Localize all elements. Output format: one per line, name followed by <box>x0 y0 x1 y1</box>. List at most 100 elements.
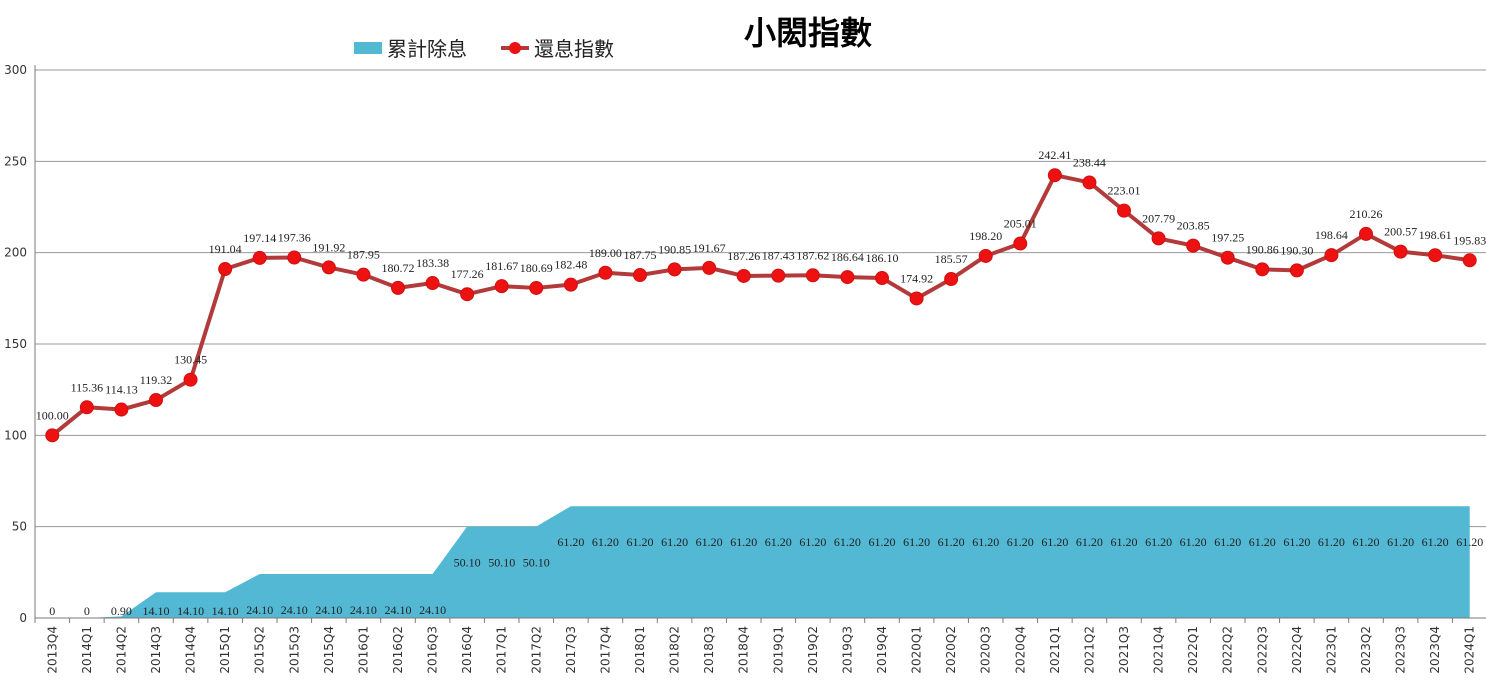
index-data-label: 114.13 <box>105 383 138 397</box>
dividend-data-label: 61.20 <box>1007 535 1034 549</box>
y-tick-label: 200 <box>4 246 27 260</box>
index-point <box>356 267 371 282</box>
x-tick-label: 2015Q3 <box>287 626 301 674</box>
dividend-data-label: 61.20 <box>1283 535 1310 549</box>
x-tick-label: 2022Q1 <box>1186 626 1200 674</box>
index-point <box>1289 263 1304 278</box>
index-data-label: 223.01 <box>1108 184 1141 198</box>
dividend-data-label: 61.20 <box>1145 535 1172 549</box>
index-point <box>736 268 751 283</box>
index-point <box>875 271 889 286</box>
dividend-area-shape <box>52 506 1470 618</box>
index-data-label: 115.36 <box>71 380 104 394</box>
index-data-label: 242.41 <box>1038 148 1071 162</box>
index-point <box>287 250 302 265</box>
index-point <box>702 260 717 275</box>
x-tick-label: 2016Q1 <box>356 626 370 674</box>
x-tick-label: 2020Q2 <box>944 626 958 674</box>
dividend-data-label: 61.20 <box>1214 535 1241 549</box>
index-data-label: 174.92 <box>900 271 933 285</box>
index-point <box>840 270 855 285</box>
index-point <box>460 287 475 302</box>
dividend-data-label: 14.10 <box>177 604 204 618</box>
dividend-data-label: 50.10 <box>523 555 550 569</box>
index-data-label: 198.61 <box>1419 228 1452 242</box>
x-tick-label: 2014Q1 <box>80 626 94 674</box>
x-tick-label: 2014Q4 <box>184 626 198 674</box>
x-axis-ticks: 2013Q4 2014Q1 2014Q2 2014Q3 2014Q4 2015Q1 2015… <box>45 626 1476 674</box>
dividend-data-label: 61.20 <box>627 535 654 549</box>
dividend-data-label: 24.10 <box>385 603 412 617</box>
index-data-label: 207.79 <box>1142 211 1175 225</box>
dividend-data-label: 61.20 <box>834 535 861 549</box>
dividend-data-label: 61.20 <box>1041 535 1068 549</box>
x-tick-label: 2017Q1 <box>495 626 509 674</box>
index-point <box>909 291 924 306</box>
x-tick-label: 2013Q4 <box>45 626 59 674</box>
index-point <box>183 372 198 387</box>
dividend-data-label: 61.20 <box>1076 535 1103 549</box>
dividend-data-label: 61.20 <box>799 535 826 549</box>
dividend-data-label: 61.20 <box>661 535 688 549</box>
dividend-data-label: 61.20 <box>1387 535 1414 549</box>
x-tick-label: 2014Q2 <box>114 626 128 674</box>
index-data-label: 191.67 <box>693 241 726 255</box>
index-point <box>1117 203 1131 218</box>
index-data-label: 187.95 <box>347 248 380 262</box>
index-point <box>79 400 94 415</box>
index-point <box>425 276 440 291</box>
dividend-data-label: 24.10 <box>281 603 308 617</box>
index-point <box>1324 248 1339 263</box>
y-tick-label: 100 <box>4 428 27 442</box>
index-point <box>218 262 233 277</box>
dividend-data-label: 0 <box>84 604 90 618</box>
dividend-data-label: 61.20 <box>903 535 930 549</box>
x-tick-label: 2023Q1 <box>1324 626 1338 674</box>
index-point <box>1013 236 1028 251</box>
index-data-label: 177.26 <box>451 267 484 281</box>
dividend-data-label: 0 <box>49 604 55 618</box>
x-tick-label: 2016Q2 <box>391 626 405 674</box>
x-tick-label: 2015Q2 <box>253 626 267 674</box>
index-data-label: 187.26 <box>727 249 760 263</box>
dividend-data-label: 61.20 <box>1456 535 1483 549</box>
x-tick-label: 2022Q3 <box>1255 626 1269 674</box>
x-tick-label: 2019Q4 <box>875 626 889 674</box>
y-tick-label: 50 <box>12 520 27 534</box>
index-point <box>1151 231 1166 246</box>
index-point <box>563 277 578 292</box>
dividend-data-label: 14.10 <box>212 604 239 618</box>
index-data-label: 191.92 <box>312 240 345 254</box>
dividend-data-label: 61.20 <box>765 535 792 549</box>
dividend-data-label: 61.20 <box>1318 535 1345 549</box>
index-data-label: 200.57 <box>1384 225 1417 239</box>
x-tick-label: 2018Q4 <box>737 626 751 674</box>
chart-title: 小閎指數 <box>744 14 872 52</box>
legend-swatch-index-marker <box>509 42 521 54</box>
x-tick-label: 2016Q4 <box>460 626 474 674</box>
dividend-data-label: 61.20 <box>592 535 619 549</box>
index-data-label: 189.00 <box>589 246 622 260</box>
dividend-area <box>52 506 1470 618</box>
dividend-data-label: 61.20 <box>1111 535 1138 549</box>
dividend-data-label: 61.20 <box>730 535 757 549</box>
index-point <box>252 250 267 265</box>
x-tick-label: 2023Q4 <box>1428 626 1442 674</box>
dividend-data-label: 24.10 <box>315 603 342 617</box>
gridlines <box>35 69 1486 528</box>
index-data-label: 130.45 <box>174 353 207 367</box>
dividend-data-label: 61.20 <box>938 535 965 549</box>
dividend-data-label: 61.20 <box>1422 535 1449 549</box>
index-point <box>1393 244 1408 259</box>
legend-swatch-dividend <box>354 42 382 54</box>
dividend-data-label: 61.20 <box>972 535 999 549</box>
dividend-data-label: 50.10 <box>454 555 481 569</box>
y-tick-label: 250 <box>4 154 27 168</box>
index-data-label: 185.57 <box>935 252 968 266</box>
index-point <box>633 268 647 283</box>
index-data-label: 181.67 <box>485 259 518 273</box>
x-tick-label: 2024Q1 <box>1463 626 1477 674</box>
index-data-label: 210.26 <box>1350 207 1383 221</box>
index-data-label: 238.44 <box>1073 155 1106 169</box>
